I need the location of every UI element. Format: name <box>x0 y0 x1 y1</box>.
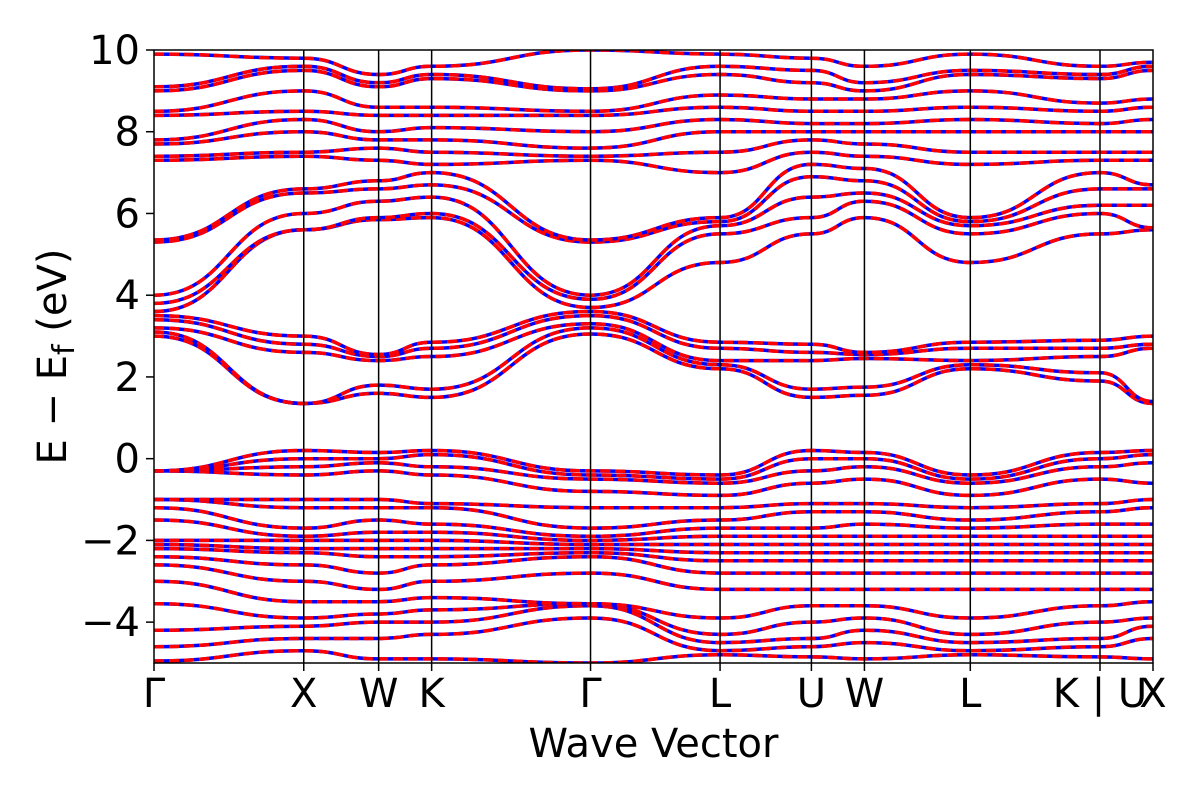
band-line-36-series-1 <box>154 50 1153 77</box>
band-line-22-series-1 <box>154 309 1153 357</box>
y-axis-title-subscript: f <box>47 343 82 355</box>
x-tick-label-9: K | U <box>1053 671 1147 717</box>
y-axis-title-unit: (eV) <box>30 249 76 345</box>
x-tick-label-3: K <box>419 671 447 717</box>
band-line-33-series-1 <box>154 89 1153 114</box>
band-line-2-series-1 <box>154 604 1153 645</box>
band-line-30-series-1 <box>154 129 1153 150</box>
band-line-25-series-1 <box>154 191 1153 297</box>
band-line-11-series-1 <box>154 505 1153 539</box>
band-line-12-series-1 <box>154 497 1153 530</box>
x-tick-label-1: X <box>290 671 317 717</box>
band-line-13-series-1 <box>154 497 1153 510</box>
band-line-1-series-0 <box>154 616 1153 653</box>
y-tick-label-5: 0 <box>115 437 140 483</box>
y-tick-label-4: 2 <box>115 355 140 401</box>
band-line-6-series-1 <box>154 554 1153 575</box>
band-line-19-series-1 <box>154 326 1153 406</box>
y-tick-label-7: −4 <box>81 600 140 646</box>
band-line-24-series-0 <box>154 199 1153 306</box>
y-tick-label-6: −2 <box>81 518 140 564</box>
x-tick-label-2: W <box>359 671 399 717</box>
plot-frame <box>153 49 1154 664</box>
x-tick-label-4: Γ <box>579 671 602 717</box>
band-line-4-series-1 <box>154 579 1153 620</box>
x-tick-label-5: L <box>709 671 732 717</box>
x-tick-label-7: W <box>845 671 885 717</box>
band-line-10-series-1 <box>154 518 1153 543</box>
band-line-23-series-1 <box>154 215 1153 314</box>
band-line-20-series-1 <box>154 322 1153 363</box>
band-line-0-series-1 <box>154 648 1153 663</box>
x-axis-title: Wave Vector <box>529 721 780 767</box>
band-line-16-series-1 <box>154 452 1153 481</box>
y-tick-label-3: 4 <box>115 273 140 319</box>
band-line-14-series-0 <box>154 469 1153 498</box>
y-tick-label-0: 10 <box>89 28 140 74</box>
y-axis-title-main: E − E <box>30 355 76 465</box>
x-tick-label-8: L <box>959 671 982 717</box>
y-tick-label-2: 6 <box>115 191 140 237</box>
y-tick-label-1: 8 <box>115 110 140 156</box>
band-line-26-series-1 <box>154 174 1153 244</box>
band-line-15-series-0 <box>154 461 1153 485</box>
band-line-7-series-1 <box>154 546 1153 563</box>
band-line-27-series-1 <box>154 162 1153 242</box>
band-line-34-series-1 <box>154 68 1153 93</box>
band-line-9-series-1 <box>154 538 1153 547</box>
band-line-18-series-1 <box>154 332 1153 406</box>
band-line-32-series-1 <box>154 105 1153 118</box>
x-tick-label-10: X <box>1139 671 1166 717</box>
band-line-8-series-1 <box>154 542 1153 555</box>
band-line-31-series-1 <box>154 117 1153 142</box>
y-axis-ticks: 10 8 6 4 2 0 −2 −4 <box>81 28 154 646</box>
y-axis-title: E − Ef (eV) <box>30 249 82 465</box>
high-symmetry-lines <box>303 50 1101 663</box>
x-tick-label-6: U <box>797 671 826 717</box>
band-line-21-series-1 <box>154 313 1153 359</box>
band-line-35-series-1 <box>154 64 1153 91</box>
band-line-5-series-1 <box>154 563 1153 592</box>
band-line-29-series-1 <box>154 138 1153 159</box>
band-line-28-series-1 <box>154 150 1153 175</box>
x-tick-label-0: Γ <box>143 671 166 717</box>
band-line-17-series-1 <box>154 448 1153 477</box>
band-line-3-series-0 <box>154 601 1153 637</box>
bands-layer <box>154 50 1153 663</box>
